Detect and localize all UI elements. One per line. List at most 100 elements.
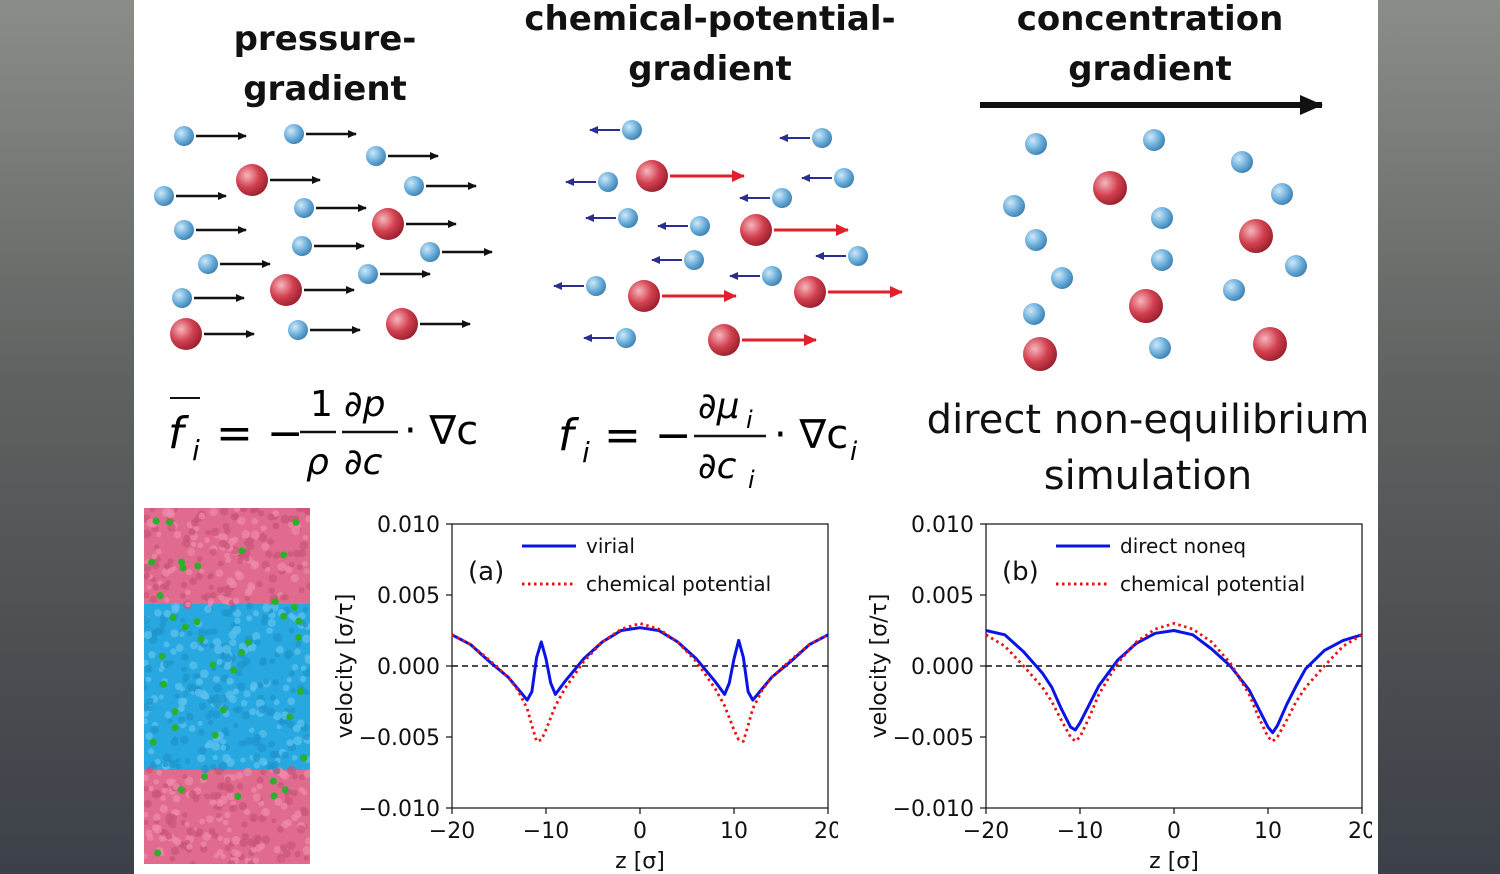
- concentration-particles: [980, 95, 1323, 371]
- solvent-particle: [598, 172, 618, 192]
- x-tick-label: 20: [814, 819, 838, 844]
- solvent-particle: [1223, 279, 1245, 301]
- x-tick-label: 10: [720, 819, 748, 844]
- impurity-particle: [230, 666, 238, 674]
- eq-den: ρ: [306, 442, 329, 483]
- solvent-particle: [690, 216, 710, 236]
- eq-lhs-sub: i: [192, 434, 200, 467]
- eq2-dnum: ∂μ: [698, 386, 740, 427]
- pressure-gradient-particles: [154, 124, 493, 350]
- impurity-particle: [154, 849, 162, 857]
- impurity-particle: [286, 713, 294, 721]
- impurity-particle: [295, 634, 303, 641]
- eq-tail: · ∇c: [404, 408, 478, 454]
- impurity-particle: [211, 731, 219, 739]
- x-axis-label: z [σ]: [615, 849, 665, 874]
- solvent-particle: [198, 254, 218, 274]
- impurity-particle: [171, 708, 179, 715]
- impurity-particle: [166, 518, 173, 526]
- impurity-particle: [169, 614, 177, 621]
- solute-particle: [740, 214, 772, 246]
- solvent-particle: [622, 120, 642, 140]
- solvent-particle: [1023, 303, 1045, 325]
- pressure-equation: f i = − 1 ρ ∂p ∂c · ∇c: [168, 384, 478, 483]
- pressure-gradient-title: pressure-gradient: [233, 19, 417, 109]
- y-tick-label: −0.010: [359, 797, 440, 822]
- x-tick-label: −20: [963, 819, 1009, 844]
- impurity-particle: [148, 558, 156, 566]
- x-tick-label: 10: [1254, 819, 1282, 844]
- impurity-particle: [238, 547, 246, 555]
- impurity-particle: [178, 558, 186, 566]
- x-axis-label: z [σ]: [1149, 849, 1199, 874]
- chemical-potential-particles: [553, 120, 903, 356]
- solvent-particle: [812, 128, 832, 148]
- legend-entry: direct noneq: [1120, 534, 1246, 558]
- impurity-particle: [158, 652, 166, 660]
- eq2-equals: = −: [604, 410, 692, 461]
- impurity-particle: [179, 564, 187, 572]
- solvent-particle: [174, 220, 194, 240]
- y-axis-label: velocity [σ/τ]: [333, 594, 358, 739]
- series-line-reference: [985, 622, 1363, 743]
- impurity-particle: [160, 680, 168, 688]
- impurity-particle: [234, 792, 242, 800]
- panel-label: (a): [468, 557, 504, 587]
- impurity-particle: [245, 638, 253, 646]
- series-line-reference: [451, 622, 829, 743]
- solvent-particle: [1271, 183, 1293, 205]
- solvent-particle: [154, 186, 174, 206]
- direct-noneq-line1: direct non-equilibrium: [926, 397, 1370, 443]
- impurity-particle: [271, 598, 279, 605]
- chemical-potential-title-line1: chemical-potential-: [524, 0, 896, 39]
- solvent-particle: [616, 328, 636, 348]
- solvent-particle: [172, 288, 192, 308]
- impurity-particle: [171, 724, 179, 732]
- solvent-particle: [366, 146, 386, 166]
- x-tick-label: −10: [1057, 819, 1103, 844]
- impurity-particle: [156, 592, 164, 600]
- eq2-lhs-sub: i: [582, 436, 590, 469]
- solute-particle: [1023, 337, 1057, 371]
- y-tick-label: −0.010: [893, 797, 974, 822]
- impurity-particle: [291, 603, 298, 611]
- impurity-particle: [238, 648, 246, 656]
- direct-noneq-line2: simulation: [1043, 453, 1253, 499]
- eq2-tail-sub: i: [850, 437, 858, 467]
- solvent-particle: [772, 188, 792, 208]
- y-tick-label: 0.000: [377, 655, 440, 680]
- solvent-particle: [1151, 207, 1173, 229]
- impurity-particle: [201, 773, 208, 781]
- y-tick-label: 0.005: [377, 584, 440, 609]
- solvent-particle: [292, 236, 312, 256]
- solvent-particle: [848, 246, 868, 266]
- series-line-main: [985, 629, 1363, 735]
- eq2-dnum-sub: i: [746, 406, 753, 434]
- solvent-particle: [1051, 267, 1073, 289]
- y-axis-label: velocity [σ/τ]: [867, 594, 892, 739]
- solvent-particle: [1003, 195, 1025, 217]
- solute-particle: [708, 324, 740, 356]
- y-tick-label: −0.005: [359, 726, 440, 751]
- legend-entry: chemical potential: [1120, 572, 1305, 596]
- impurity-particle: [149, 738, 157, 746]
- impurity-particle: [193, 618, 201, 626]
- eq-dden: ∂c: [344, 442, 383, 483]
- solvent-particle: [404, 176, 424, 196]
- impurity-particle: [280, 612, 288, 620]
- solvent-particle: [358, 264, 378, 284]
- md-simulation-snapshot: [144, 508, 310, 864]
- impurity-particle: [297, 688, 305, 695]
- solute-particle: [628, 280, 660, 312]
- solvent-particle: [762, 266, 782, 286]
- solute-particle: [1093, 171, 1127, 205]
- solvent-particle: [834, 168, 854, 188]
- impurity-particle: [280, 551, 288, 559]
- solvent-particle: [1151, 249, 1173, 271]
- y-tick-label: −0.005: [893, 726, 974, 751]
- solvent-particle: [1025, 229, 1047, 251]
- impurity-particle: [292, 518, 300, 526]
- eq-lhs: f: [168, 408, 190, 459]
- x-tick-label: 0: [633, 819, 647, 844]
- impurity-particle: [295, 617, 303, 625]
